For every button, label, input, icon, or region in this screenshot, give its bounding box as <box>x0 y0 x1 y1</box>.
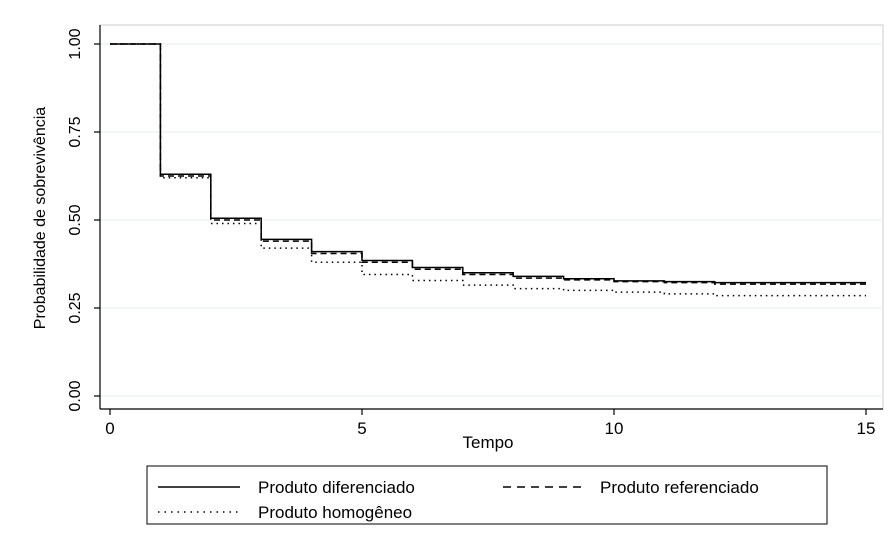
x-axis-ticks: 0 5 10 15 <box>105 409 875 438</box>
series-line-0 <box>110 43 866 284</box>
y-tick-label: 0.25 <box>67 292 84 323</box>
y-tick-label: 0.75 <box>67 116 84 147</box>
grid-lines <box>100 43 883 397</box>
y-axis-label: Probabilidade de sobrevivência <box>32 107 49 329</box>
x-tick-label: 5 <box>357 419 366 438</box>
x-tick-label: 10 <box>605 419 624 438</box>
legend-box <box>146 465 828 525</box>
legend-label-referenciado: Produto referenciado <box>600 478 759 497</box>
x-tick-label: 15 <box>857 419 876 438</box>
series-lines <box>110 43 866 297</box>
plot-region <box>99 24 884 410</box>
y-tick-label: 0.50 <box>67 204 84 235</box>
legend-label-homogeneo: Produto homogêneo <box>258 503 412 522</box>
y-axis-ticks: 0.00 0.25 0.50 0.75 1.00 <box>67 28 100 412</box>
legend-label-diferenciado: Produto diferenciado <box>258 478 415 497</box>
y-tick-label: 1.00 <box>67 28 84 59</box>
y-tick-label: 0.00 <box>67 380 84 411</box>
series-line-1 <box>110 43 866 285</box>
x-axis-label: Tempo <box>462 433 513 452</box>
x-tick-label: 0 <box>105 419 114 438</box>
